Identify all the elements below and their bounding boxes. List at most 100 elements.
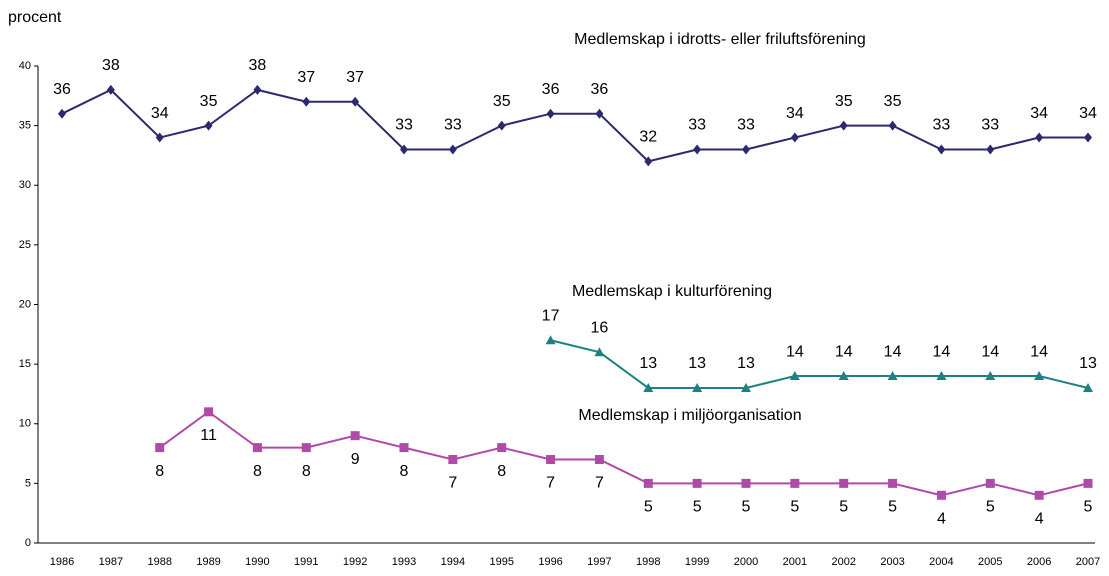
x-tick-label: 1989: [196, 556, 220, 568]
data-label: 33: [981, 117, 999, 134]
y-tick-label: 40: [19, 60, 31, 72]
data-label: 11: [200, 427, 217, 444]
data-label: 7: [546, 475, 555, 492]
data-label: 37: [346, 69, 364, 86]
series-line: [550, 339, 1089, 389]
data-label: 5: [790, 499, 799, 516]
marker: [58, 108, 66, 119]
marker: [350, 431, 360, 441]
series-name: Medlemskap i miljöorganisation: [578, 407, 801, 424]
data-label: 14: [1030, 343, 1048, 360]
data-label: 5: [888, 499, 897, 516]
data-label: 35: [200, 93, 218, 110]
marker: [838, 371, 849, 381]
marker: [106, 84, 115, 95]
data-label: 4: [1035, 511, 1044, 528]
data-label: 35: [884, 93, 902, 110]
data-label: 7: [595, 475, 604, 492]
data-label: 34: [151, 105, 169, 122]
data-label: 5: [693, 499, 702, 516]
y-tick-label: 35: [19, 120, 31, 132]
marker: [985, 478, 995, 488]
marker: [253, 84, 262, 95]
marker: [252, 443, 262, 453]
data-label: 14: [884, 343, 902, 360]
data-label: 36: [542, 81, 560, 98]
marker: [302, 96, 311, 107]
marker: [643, 478, 653, 488]
data-label: 35: [835, 93, 853, 110]
marker: [301, 443, 311, 453]
y-tick-label: 10: [19, 418, 31, 430]
data-label: 33: [395, 117, 413, 134]
marker: [546, 455, 556, 465]
series-name: Medlemskap i kulturförening: [572, 283, 772, 300]
data-label: 5: [644, 499, 653, 516]
data-label: 5: [1084, 499, 1093, 516]
data-label: 14: [933, 343, 951, 360]
x-tick-label: 1991: [294, 556, 318, 568]
marker: [497, 120, 506, 131]
data-label: 8: [253, 463, 262, 480]
data-label: 16: [591, 319, 609, 336]
data-label: 17: [542, 307, 560, 324]
x-tick-label: 1998: [636, 556, 660, 568]
y-tick-label: 5: [25, 477, 31, 489]
data-label: 37: [297, 69, 315, 86]
series-line: [61, 88, 1088, 163]
data-label: 36: [591, 81, 609, 98]
marker: [448, 144, 457, 155]
data-label: 8: [302, 463, 311, 480]
x-tick-label: 2002: [831, 556, 855, 568]
marker: [888, 120, 897, 131]
data-label: 38: [102, 57, 120, 74]
marker: [1083, 382, 1093, 392]
marker: [693, 144, 702, 155]
x-tick-label: 2003: [880, 556, 904, 568]
marker: [448, 455, 458, 465]
data-label: 32: [639, 129, 657, 146]
data-label: 33: [737, 117, 755, 134]
marker: [1034, 371, 1045, 381]
x-tick-label: 1993: [392, 556, 416, 568]
marker: [936, 490, 946, 500]
x-tick-label: 2007: [1076, 556, 1100, 568]
x-tick-label: 1988: [147, 556, 171, 568]
marker: [985, 371, 996, 381]
marker: [986, 144, 995, 155]
marker: [595, 108, 604, 119]
data-label: 8: [497, 463, 506, 480]
data-label: 14: [835, 343, 853, 360]
marker: [155, 132, 164, 143]
data-label: 9: [351, 451, 360, 468]
y-tick-label: 20: [19, 298, 31, 310]
marker: [839, 478, 849, 488]
marker: [497, 443, 507, 453]
x-tick-label: 2000: [734, 556, 758, 568]
data-label: 5: [839, 499, 848, 516]
marker: [790, 478, 800, 488]
data-label: 14: [981, 343, 999, 360]
marker: [155, 443, 165, 453]
marker: [936, 371, 947, 381]
marker: [1083, 478, 1093, 488]
data-label: 33: [444, 117, 462, 134]
marker: [546, 108, 555, 119]
marker: [594, 455, 604, 465]
data-label: 36: [53, 81, 71, 98]
marker: [888, 478, 898, 488]
x-tick-label: 1996: [538, 556, 562, 568]
x-tick-label: 1987: [99, 556, 123, 568]
data-label: 38: [249, 57, 267, 74]
marker: [204, 120, 213, 131]
marker: [351, 96, 360, 107]
series-line: [159, 410, 1089, 497]
data-label: 13: [1079, 355, 1097, 372]
x-tick-label: 1986: [50, 556, 74, 568]
marker: [790, 132, 799, 143]
marker: [204, 407, 214, 417]
x-tick-label: 1999: [685, 556, 709, 568]
data-label: 14: [786, 343, 804, 360]
marker: [643, 382, 654, 392]
